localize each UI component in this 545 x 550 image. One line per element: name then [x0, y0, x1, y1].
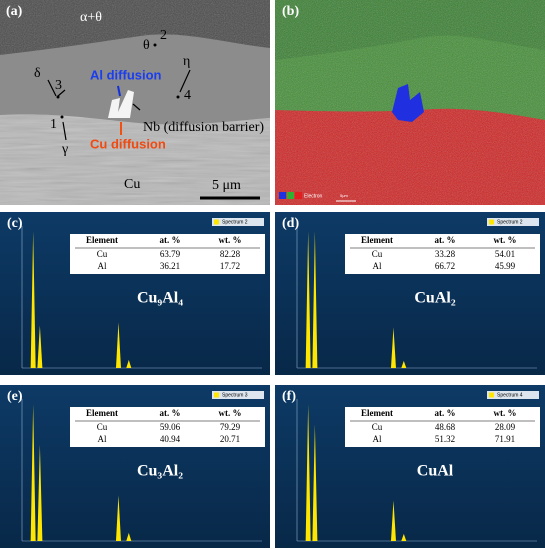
- legend-swatch: [489, 219, 494, 225]
- spectrum-peak: [305, 231, 311, 368]
- panel-label: (a): [6, 4, 23, 19]
- phase-label: η: [183, 54, 190, 69]
- table-header: Element: [86, 408, 118, 418]
- table-cell: 17.72: [220, 261, 240, 271]
- panel-label: (e): [7, 389, 23, 404]
- spectrum-peak: [126, 359, 132, 368]
- legend-box: [487, 218, 539, 226]
- cu-diffusion-label: Cu diffusion: [90, 136, 166, 151]
- spectrum-peak: [30, 404, 36, 541]
- phase-label: γ: [61, 142, 68, 157]
- table-cell: 79.29: [220, 422, 241, 432]
- legend-swatch: [214, 392, 219, 398]
- legend-box: [212, 218, 264, 226]
- table-box: [345, 407, 540, 447]
- table-cell: 36.21: [160, 261, 180, 271]
- table-cell: 40.94: [160, 434, 181, 444]
- spectrum-peak: [115, 322, 121, 368]
- table-header: at. %: [435, 235, 456, 245]
- spectrum-peak: [115, 495, 121, 541]
- table-header: wt. %: [494, 235, 517, 245]
- table-box: [70, 407, 265, 447]
- legend-box: [212, 391, 264, 399]
- table-header: Element: [361, 408, 393, 418]
- spectrum-peak: [390, 500, 396, 541]
- table-header: at. %: [160, 235, 181, 245]
- table-cell: 71.91: [495, 434, 515, 444]
- table-cell: 45.99: [495, 261, 516, 271]
- phase-label: CuAl₂: [414, 290, 455, 307]
- panel-label: (d): [282, 216, 299, 231]
- spectrum-name: Spectrum 2: [497, 219, 523, 225]
- eds-map: [275, 0, 545, 205]
- table-cell: 66.72: [435, 261, 455, 271]
- spectrum-peak: [401, 533, 407, 541]
- point-label: 4: [184, 88, 191, 103]
- spectrum-name: Spectrum 3: [222, 392, 248, 398]
- point-label: 2: [160, 28, 167, 43]
- spectrum-peak: [390, 327, 396, 368]
- table-box: [70, 234, 265, 274]
- cu-label: Cu: [124, 177, 140, 192]
- table-cell: 54.01: [495, 249, 515, 259]
- nb-label: Nb (diffusion barrier): [143, 120, 264, 135]
- spectrum-peak: [312, 424, 318, 541]
- table-header: at. %: [435, 408, 456, 418]
- phase-label: θ: [143, 38, 150, 53]
- spectrum-name: Spectrum 4: [497, 392, 523, 398]
- table-cell: Al: [373, 261, 382, 271]
- table-header: wt. %: [494, 408, 517, 418]
- point-label: 1: [50, 117, 57, 132]
- spectrum-peak: [126, 532, 132, 541]
- phase-label: Cu₃Al₂: [137, 463, 183, 480]
- table-cell: 63.79: [160, 249, 181, 259]
- spectrum-peak: [312, 231, 318, 368]
- spectrum-peak: [37, 325, 43, 368]
- table-cell: 33.28: [435, 249, 456, 259]
- table-header: at. %: [160, 408, 181, 418]
- table-header: Element: [86, 235, 118, 245]
- phase-label: δ: [34, 66, 41, 81]
- table-cell: 51.32: [435, 434, 455, 444]
- table-cell: Cu: [97, 422, 108, 432]
- table-cell: Cu: [372, 249, 383, 259]
- phase-label: CuAl: [417, 463, 454, 480]
- spectrum-name: Spectrum 2: [222, 219, 248, 225]
- scale-bar-label: 5μm: [340, 193, 349, 198]
- legend-swatch: [214, 219, 219, 225]
- table-cell: 82.28: [220, 249, 241, 259]
- table-cell: Al: [98, 261, 107, 271]
- table-cell: Cu: [372, 422, 383, 432]
- table-header: wt. %: [219, 408, 242, 418]
- table-cell: 20.71: [220, 434, 240, 444]
- sem-image: [0, 0, 270, 205]
- al-diffusion-label: Al diffusion: [90, 67, 162, 82]
- table-header: wt. %: [219, 235, 242, 245]
- table-cell: Cu: [97, 249, 108, 259]
- phase-label: α+θ: [80, 10, 102, 25]
- phase-label: Cu₉Al₄: [137, 290, 183, 307]
- legend-box: [487, 391, 539, 399]
- table-cell: 59.06: [160, 422, 181, 432]
- panel-label: (b): [282, 4, 299, 19]
- legend-swatch: [489, 392, 494, 398]
- legend-text: Electron: [304, 193, 323, 199]
- panel-label: (f): [282, 389, 296, 404]
- panel-label: (c): [7, 216, 23, 231]
- spectrum-peak: [305, 404, 311, 541]
- spectrum-peak: [401, 360, 407, 368]
- table-cell: Al: [373, 434, 382, 444]
- spectrum-peak: [30, 231, 36, 368]
- table-header: Element: [361, 235, 393, 245]
- table-box: [345, 234, 540, 274]
- spectrum-peak: [37, 444, 43, 541]
- table-cell: 28.09: [495, 422, 516, 432]
- scale-bar-label: 5 μm: [212, 178, 241, 193]
- point-label: 3: [55, 78, 62, 93]
- table-cell: Al: [98, 434, 107, 444]
- table-cell: 48.68: [435, 422, 456, 432]
